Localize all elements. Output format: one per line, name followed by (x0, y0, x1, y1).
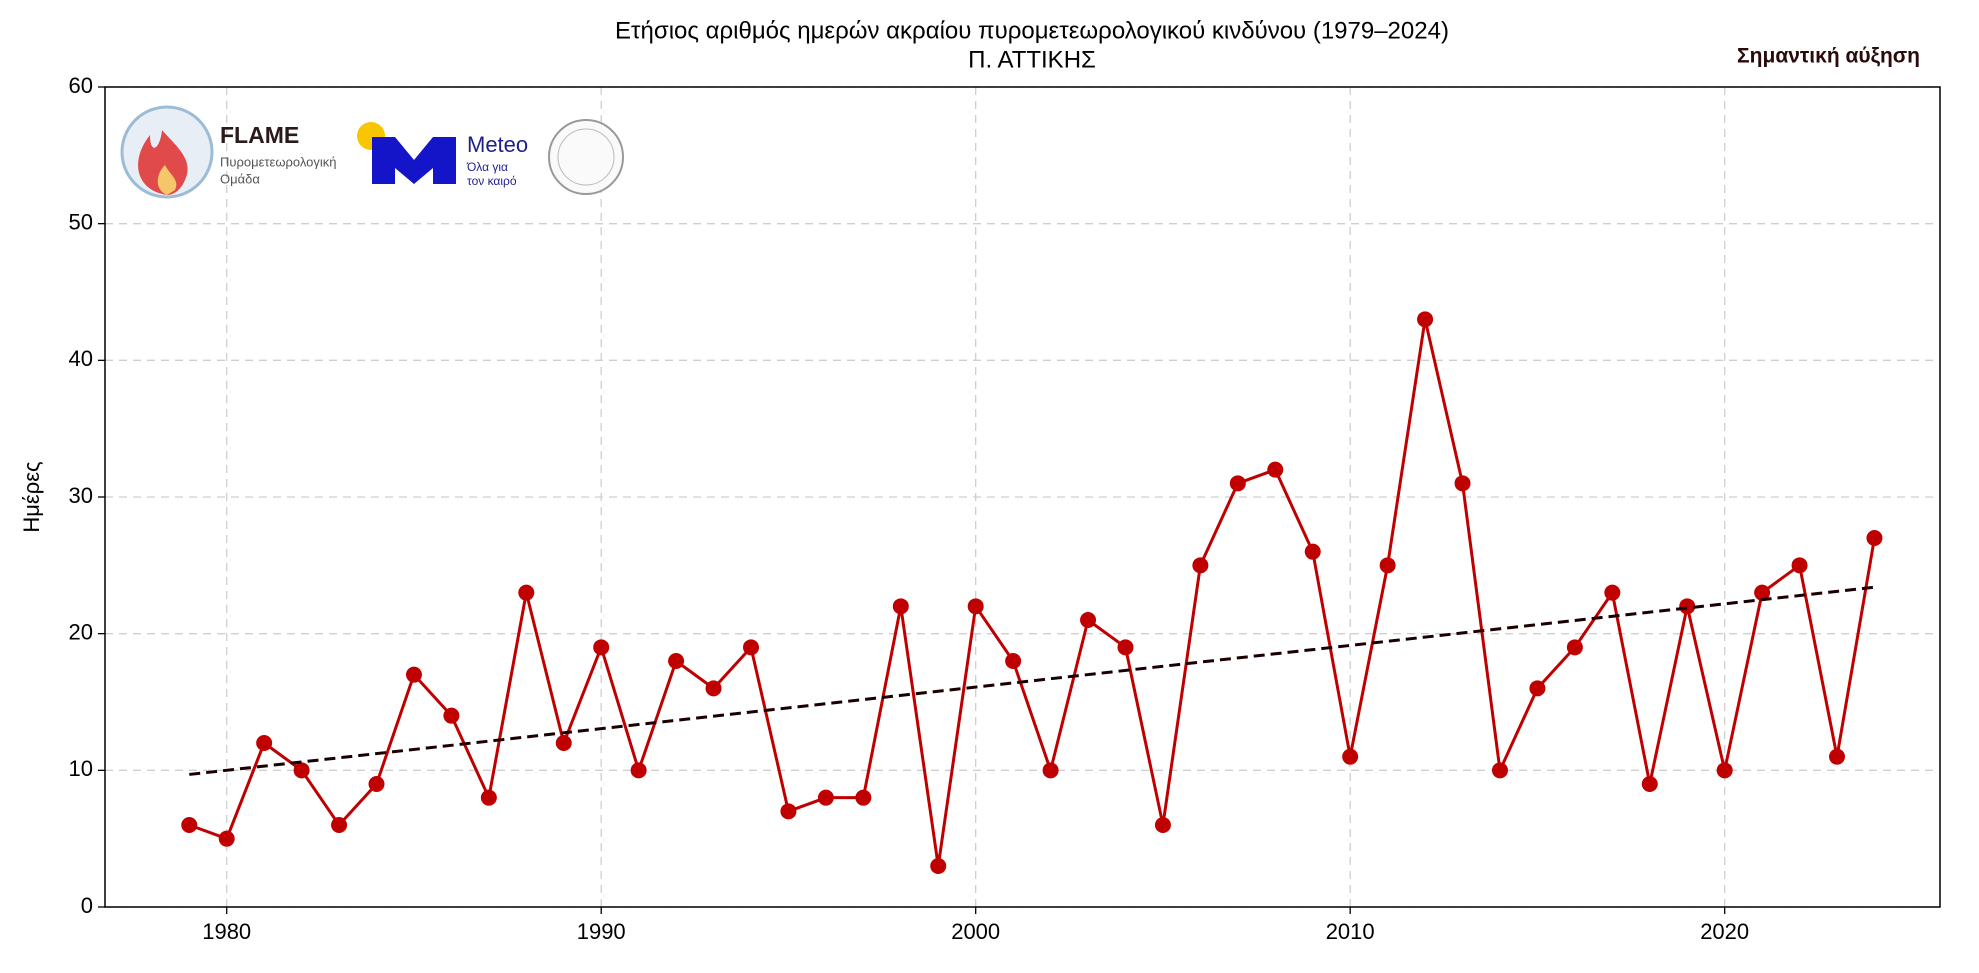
data-point (742, 639, 759, 656)
data-point (1829, 748, 1846, 765)
y-tick-label: 60 (69, 73, 93, 98)
meteo-logo (372, 137, 456, 184)
data-point (668, 653, 685, 669)
data-point (1005, 653, 1022, 669)
data-point (1866, 530, 1883, 546)
data-point (1267, 461, 1284, 478)
logo-text: FLAME (220, 122, 299, 148)
data-line (188, 318, 1876, 867)
data-point (1042, 762, 1059, 779)
data-point (443, 707, 460, 724)
y-tick-label: 20 (69, 619, 93, 644)
data-point (1192, 557, 1209, 574)
data-point (218, 830, 235, 847)
data-point (1379, 557, 1396, 574)
data-point (1117, 639, 1134, 656)
x-tick-label: 2020 (1700, 919, 1749, 944)
data-point (1566, 639, 1583, 656)
data-point (855, 789, 872, 806)
data-point (1529, 680, 1546, 697)
x-tick-label: 2000 (951, 919, 1000, 944)
data-point (1679, 598, 1696, 615)
x-tick-label: 1990 (577, 919, 626, 944)
data-point (256, 735, 273, 751)
x-tick-label: 2010 (1326, 919, 1375, 944)
data-point (817, 789, 834, 806)
plot-frame (104, 86, 1941, 908)
y-tick-label: 30 (69, 483, 93, 508)
data-point (555, 735, 572, 751)
data-point (1454, 475, 1471, 492)
data-point (1080, 612, 1097, 628)
data-point (1229, 475, 1246, 492)
data-point (1417, 311, 1434, 328)
chart-title: Ετήσιος αριθμός ημερών ακραίου πυρομετεω… (615, 17, 1449, 44)
y-tick-label: 0 (81, 893, 93, 918)
data-point (1491, 762, 1508, 779)
seal-logo (548, 119, 624, 195)
data-point (1604, 584, 1621, 601)
flame-icon-core (157, 165, 177, 195)
data-point (892, 598, 909, 615)
data-point (630, 762, 647, 779)
data-point (1641, 776, 1658, 792)
data-point (1154, 817, 1171, 833)
data-point (480, 789, 497, 806)
chart-subtitle: Π. ΑΤΤΙΚΗΣ (968, 46, 1096, 73)
logo-text: Όλα για (466, 160, 508, 174)
data-point (705, 680, 722, 697)
annotation: Σημαντική αύξηση (1737, 45, 1920, 68)
x-tick-label: 1980 (202, 919, 251, 944)
y-axis-label: Ημέρες (19, 461, 44, 532)
y-tick-label: 50 (69, 209, 93, 234)
seal-ring (557, 128, 615, 186)
trend-line (189, 585, 1875, 776)
data-point (593, 639, 610, 656)
data-point (405, 666, 422, 683)
data-point (1342, 748, 1359, 765)
data-point (1754, 584, 1771, 601)
y-tick-label: 10 (69, 756, 93, 781)
logo-text: τον καιρό (467, 174, 517, 188)
logo-text: Πυρομετεωρολογική (220, 154, 337, 169)
data-point (181, 817, 198, 833)
data-point (780, 803, 797, 820)
data-point (1791, 557, 1808, 574)
data-point (518, 584, 535, 601)
data-point (293, 762, 310, 779)
y-tick-label: 40 (69, 346, 93, 371)
logos: FLAME Πυρομετεωρολογική Ομάδα Meteo Όλα … (120, 105, 624, 199)
flame-icon (138, 130, 188, 195)
data-point (967, 598, 984, 615)
data-point (331, 817, 348, 833)
logo-text: Ομάδα (220, 171, 260, 186)
data-point (930, 858, 947, 874)
data-point (1716, 762, 1733, 779)
logo-text: Meteo (467, 132, 528, 157)
data-point (368, 776, 385, 792)
data-point (1304, 543, 1321, 560)
